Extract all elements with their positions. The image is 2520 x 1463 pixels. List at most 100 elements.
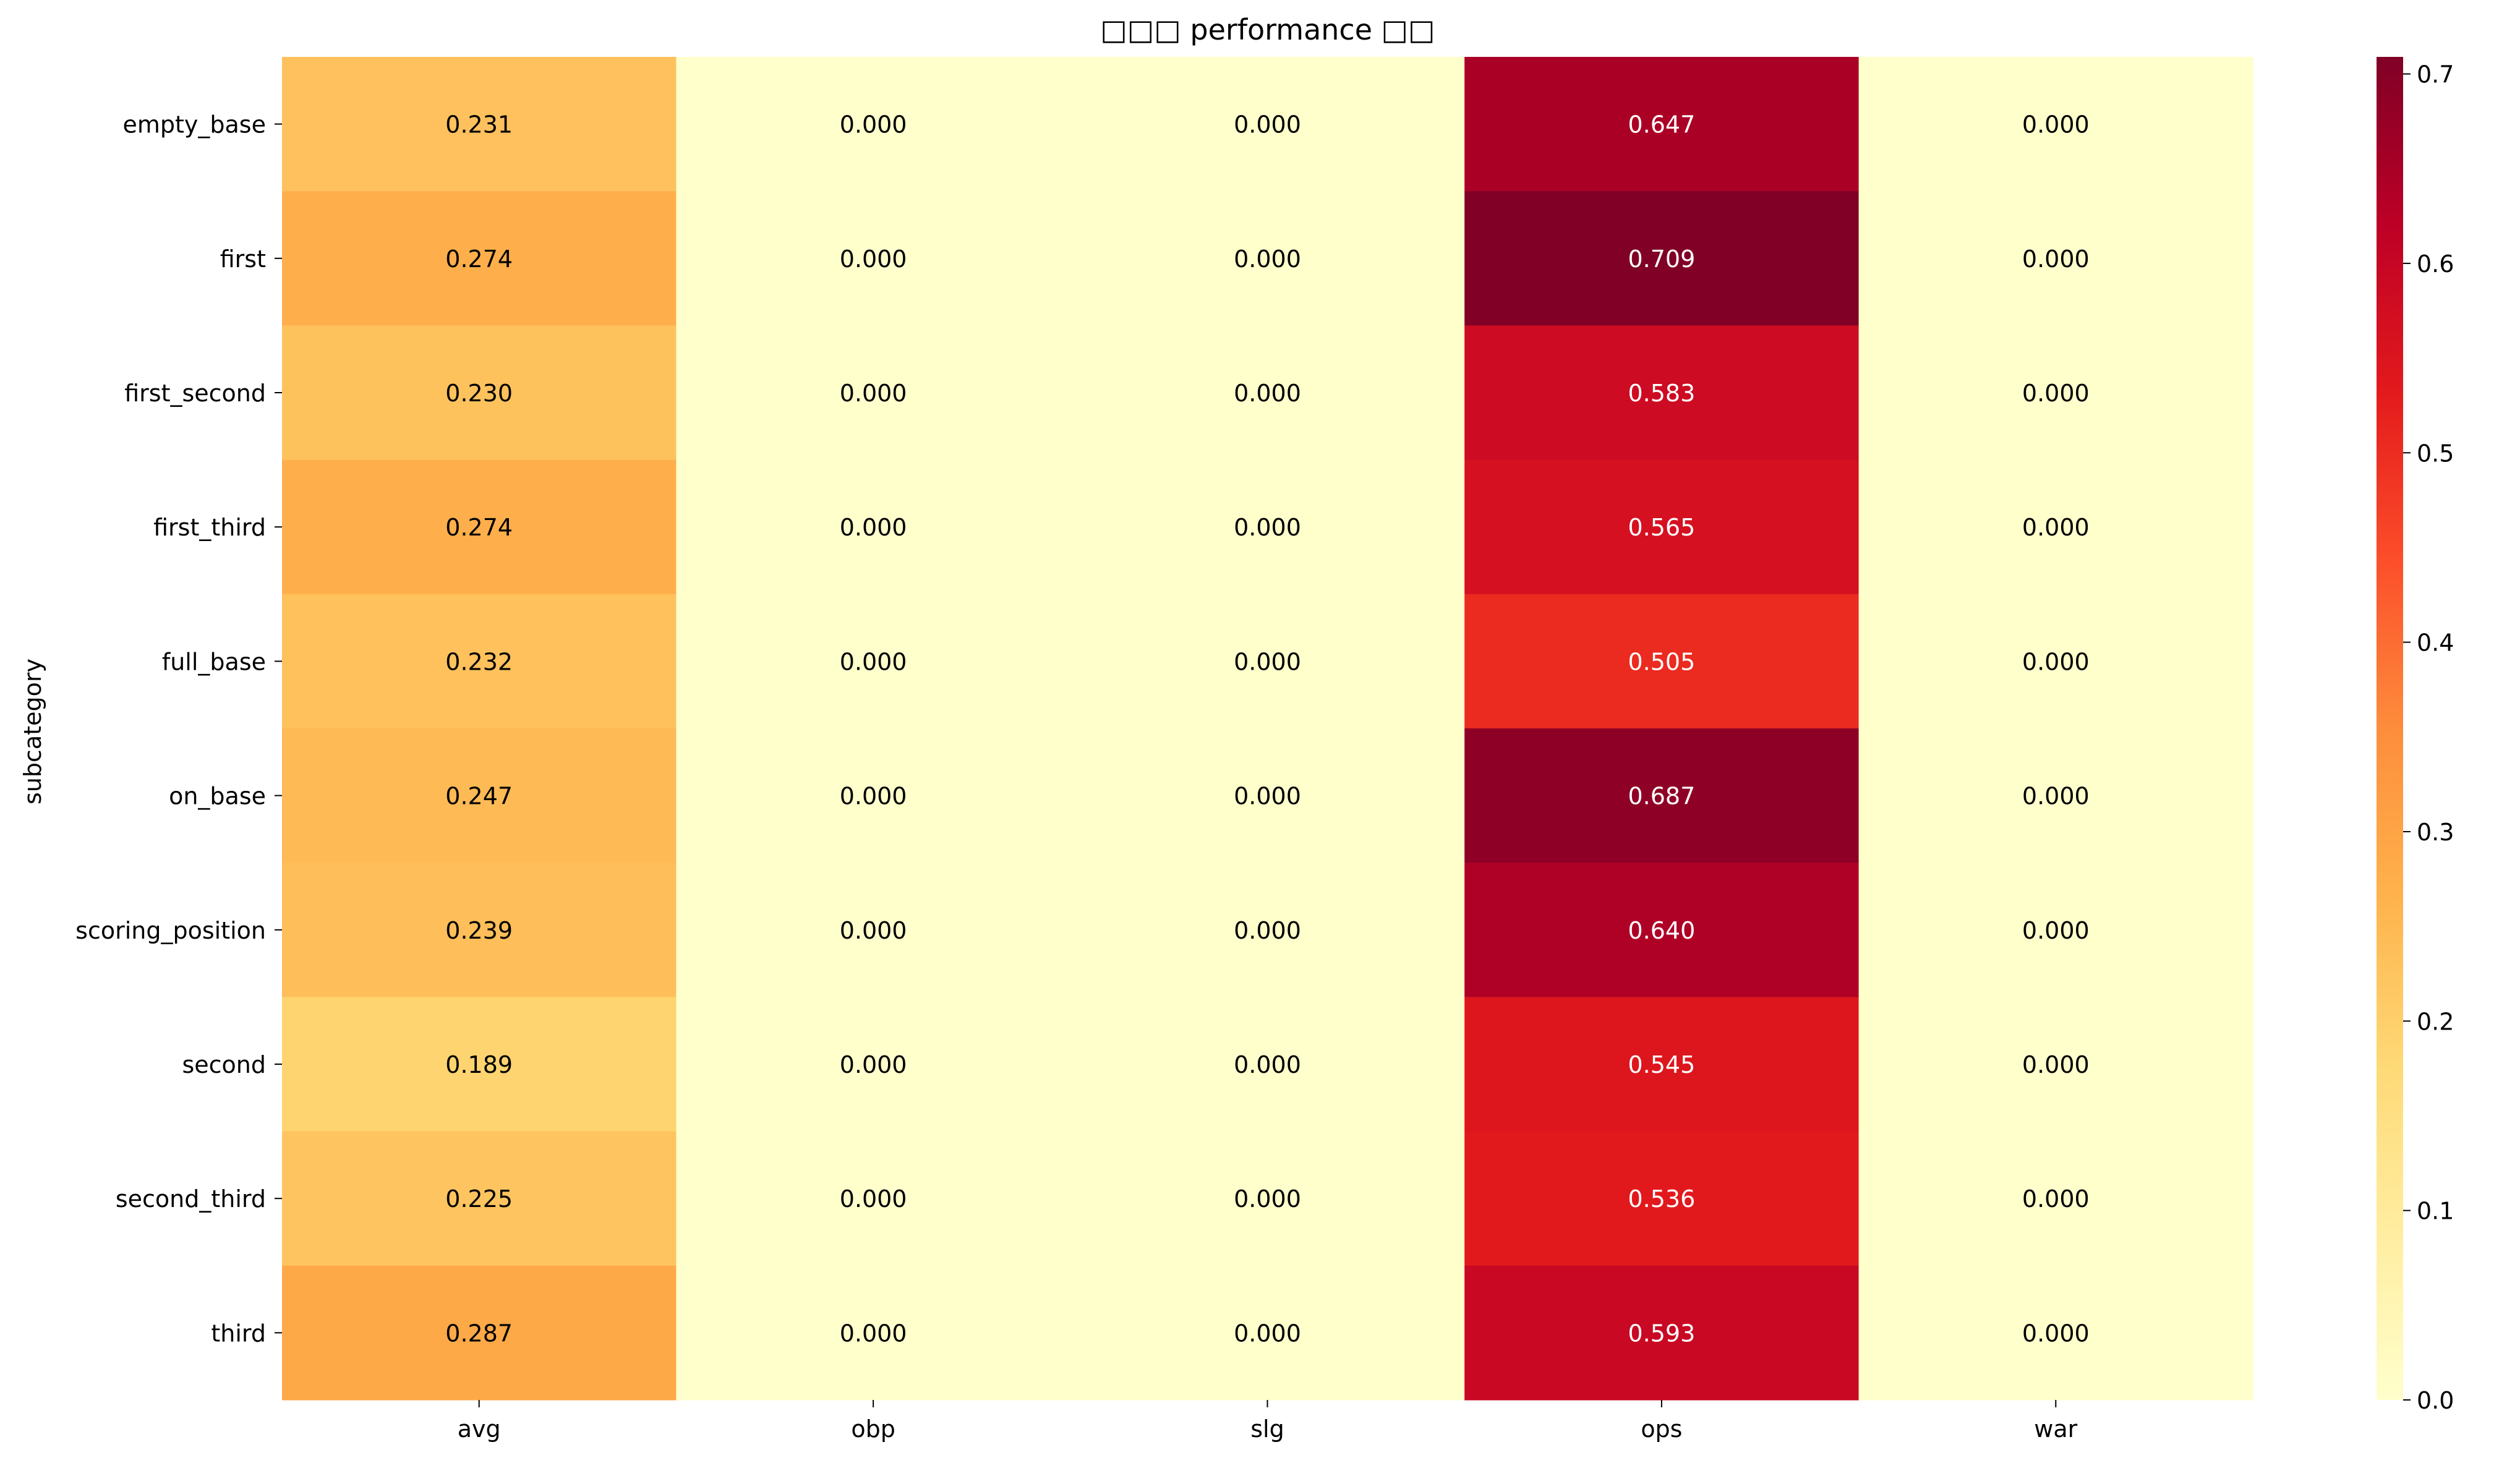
heatmap-cell xyxy=(1464,191,1860,326)
heatmap-cell xyxy=(282,594,677,729)
cell-value-label: 0.565 xyxy=(1628,514,1696,541)
cell-value-label: 0.000 xyxy=(2022,917,2090,944)
heatmap-cell xyxy=(676,459,1071,595)
x-tick-label: ops xyxy=(1641,1415,1682,1443)
cell-value-label: 0.000 xyxy=(840,1185,907,1213)
heatmap-cell xyxy=(1858,728,2253,863)
colorbar-tick-label: 0.6 xyxy=(2417,250,2454,278)
cell-value-label: 0.232 xyxy=(445,648,513,675)
cell-value-label: 0.000 xyxy=(2022,1185,2090,1213)
heatmap-cell xyxy=(1464,325,1860,461)
cell-value-label: 0.225 xyxy=(445,1185,513,1213)
cell-value-label: 0.000 xyxy=(2022,111,2090,139)
cell-value-label: 0.000 xyxy=(840,1320,907,1347)
cell-value-label: 0.000 xyxy=(840,245,907,273)
cell-value-label: 0.000 xyxy=(840,111,907,139)
cell-value-label: 0.000 xyxy=(1234,1051,1301,1078)
heatmap-cell xyxy=(282,997,677,1132)
cell-value-label: 0.000 xyxy=(1234,648,1301,675)
cell-value-label: 0.536 xyxy=(1628,1185,1696,1213)
heatmap-cell xyxy=(1070,728,1465,863)
x-tick-label: avg xyxy=(458,1415,501,1443)
y-tick-label: scoring_position xyxy=(75,917,266,944)
heatmap-cell xyxy=(1858,1265,2253,1401)
heatmap-cell xyxy=(1070,459,1465,595)
colorbar-tick-label: 0.3 xyxy=(2417,819,2454,846)
y-tick-label: empty_base xyxy=(123,111,267,139)
y-tick-label: full_base xyxy=(162,648,266,675)
colorbar-tick-label: 0.1 xyxy=(2417,1198,2454,1225)
colorbar-tick-label: 0.2 xyxy=(2417,1008,2454,1035)
heatmap-cell xyxy=(1858,997,2253,1132)
cell-value-label: 0.000 xyxy=(840,783,907,810)
heatmap-cell xyxy=(676,57,1071,192)
heatmap-cell xyxy=(1464,863,1860,997)
heatmap-cell xyxy=(1070,1265,1465,1401)
cell-value-label: 0.287 xyxy=(445,1320,513,1347)
cell-value-label: 0.000 xyxy=(1234,514,1301,541)
heatmap-cells: 0.231 0.000 0.000 0.647 0.000 0.274 0.000 0.000… xyxy=(282,57,2253,1401)
cell-value-label: 0.247 xyxy=(445,783,513,810)
cell-value-label: 0.000 xyxy=(1234,380,1301,407)
cell-value-label: 0.000 xyxy=(2022,1051,2090,1078)
cell-value-label: 0.000 xyxy=(1234,1185,1301,1213)
heatmap-cell xyxy=(1070,1131,1465,1266)
x-tick-label: war xyxy=(2034,1415,2077,1443)
colorbar-tick-label: 0.4 xyxy=(2417,629,2454,657)
colorbar-tick-label: 0.7 xyxy=(2417,61,2454,88)
cell-value-label: 0.000 xyxy=(1234,245,1301,273)
cell-value-label: 0.000 xyxy=(840,514,907,541)
heatmap-cell xyxy=(676,1265,1071,1401)
heatmap-cell xyxy=(1070,57,1465,192)
heatmap-cell xyxy=(1858,863,2253,997)
y-tick-label: first xyxy=(220,245,266,273)
y-tick-label: third xyxy=(211,1320,266,1347)
heatmap-cell xyxy=(1464,997,1860,1132)
cell-value-label: 0.640 xyxy=(1628,917,1696,944)
heatmap-cell xyxy=(676,191,1071,326)
heatmap-cell xyxy=(1070,997,1465,1132)
cell-value-label: 0.189 xyxy=(445,1051,513,1078)
heatmap-cell xyxy=(1858,325,2253,461)
cell-value-label: 0.000 xyxy=(2022,245,2090,273)
cell-value-label: 0.709 xyxy=(1628,245,1696,273)
y-tick-label: second_third xyxy=(116,1185,266,1213)
cell-value-label: 0.274 xyxy=(445,514,513,541)
cell-value-label: 0.000 xyxy=(1234,1320,1301,1347)
heatmap-cell xyxy=(1858,57,2253,192)
heatmap-cell xyxy=(1464,1265,1860,1401)
cell-value-label: 0.000 xyxy=(1234,111,1301,139)
heatmap-cell xyxy=(1464,728,1860,863)
heatmap-cell xyxy=(1070,191,1465,326)
cell-value-label: 0.000 xyxy=(2022,1320,2090,1347)
cell-value-label: 0.647 xyxy=(1628,111,1696,139)
cell-value-label: 0.000 xyxy=(2022,514,2090,541)
cell-value-label: 0.239 xyxy=(445,917,513,944)
heatmap-cell xyxy=(676,728,1071,863)
y-tick-label: on_base xyxy=(169,783,266,810)
y-tick-label: first_second xyxy=(124,380,266,407)
heatmap-cell xyxy=(1464,594,1860,729)
cell-value-label: 0.000 xyxy=(840,917,907,944)
cell-value-label: 0.000 xyxy=(2022,648,2090,675)
cell-value-label: 0.505 xyxy=(1628,648,1696,675)
cell-value-label: 0.000 xyxy=(2022,380,2090,407)
x-axis-ticks: avg obp slg ops war xyxy=(458,1400,2078,1443)
heatmap-cell xyxy=(282,325,677,461)
cell-value-label: 0.687 xyxy=(1628,783,1696,810)
heatmap-cell xyxy=(676,594,1071,729)
heatmap-cell xyxy=(1070,594,1465,729)
heatmap-cell xyxy=(282,863,677,997)
colorbar-tick-label: 0.0 xyxy=(2417,1387,2454,1414)
heatmap-cell xyxy=(282,57,677,192)
cell-value-label: 0.583 xyxy=(1628,380,1696,407)
cell-value-label: 0.231 xyxy=(445,111,513,139)
heatmap-cell xyxy=(676,1131,1071,1266)
cell-value-label: 0.230 xyxy=(445,380,513,407)
cell-value-label: 0.545 xyxy=(1628,1051,1696,1078)
cell-value-label: 0.593 xyxy=(1628,1320,1696,1347)
chart-title: □□□ performance □□ xyxy=(1100,13,1435,46)
heatmap-cell xyxy=(676,997,1071,1132)
